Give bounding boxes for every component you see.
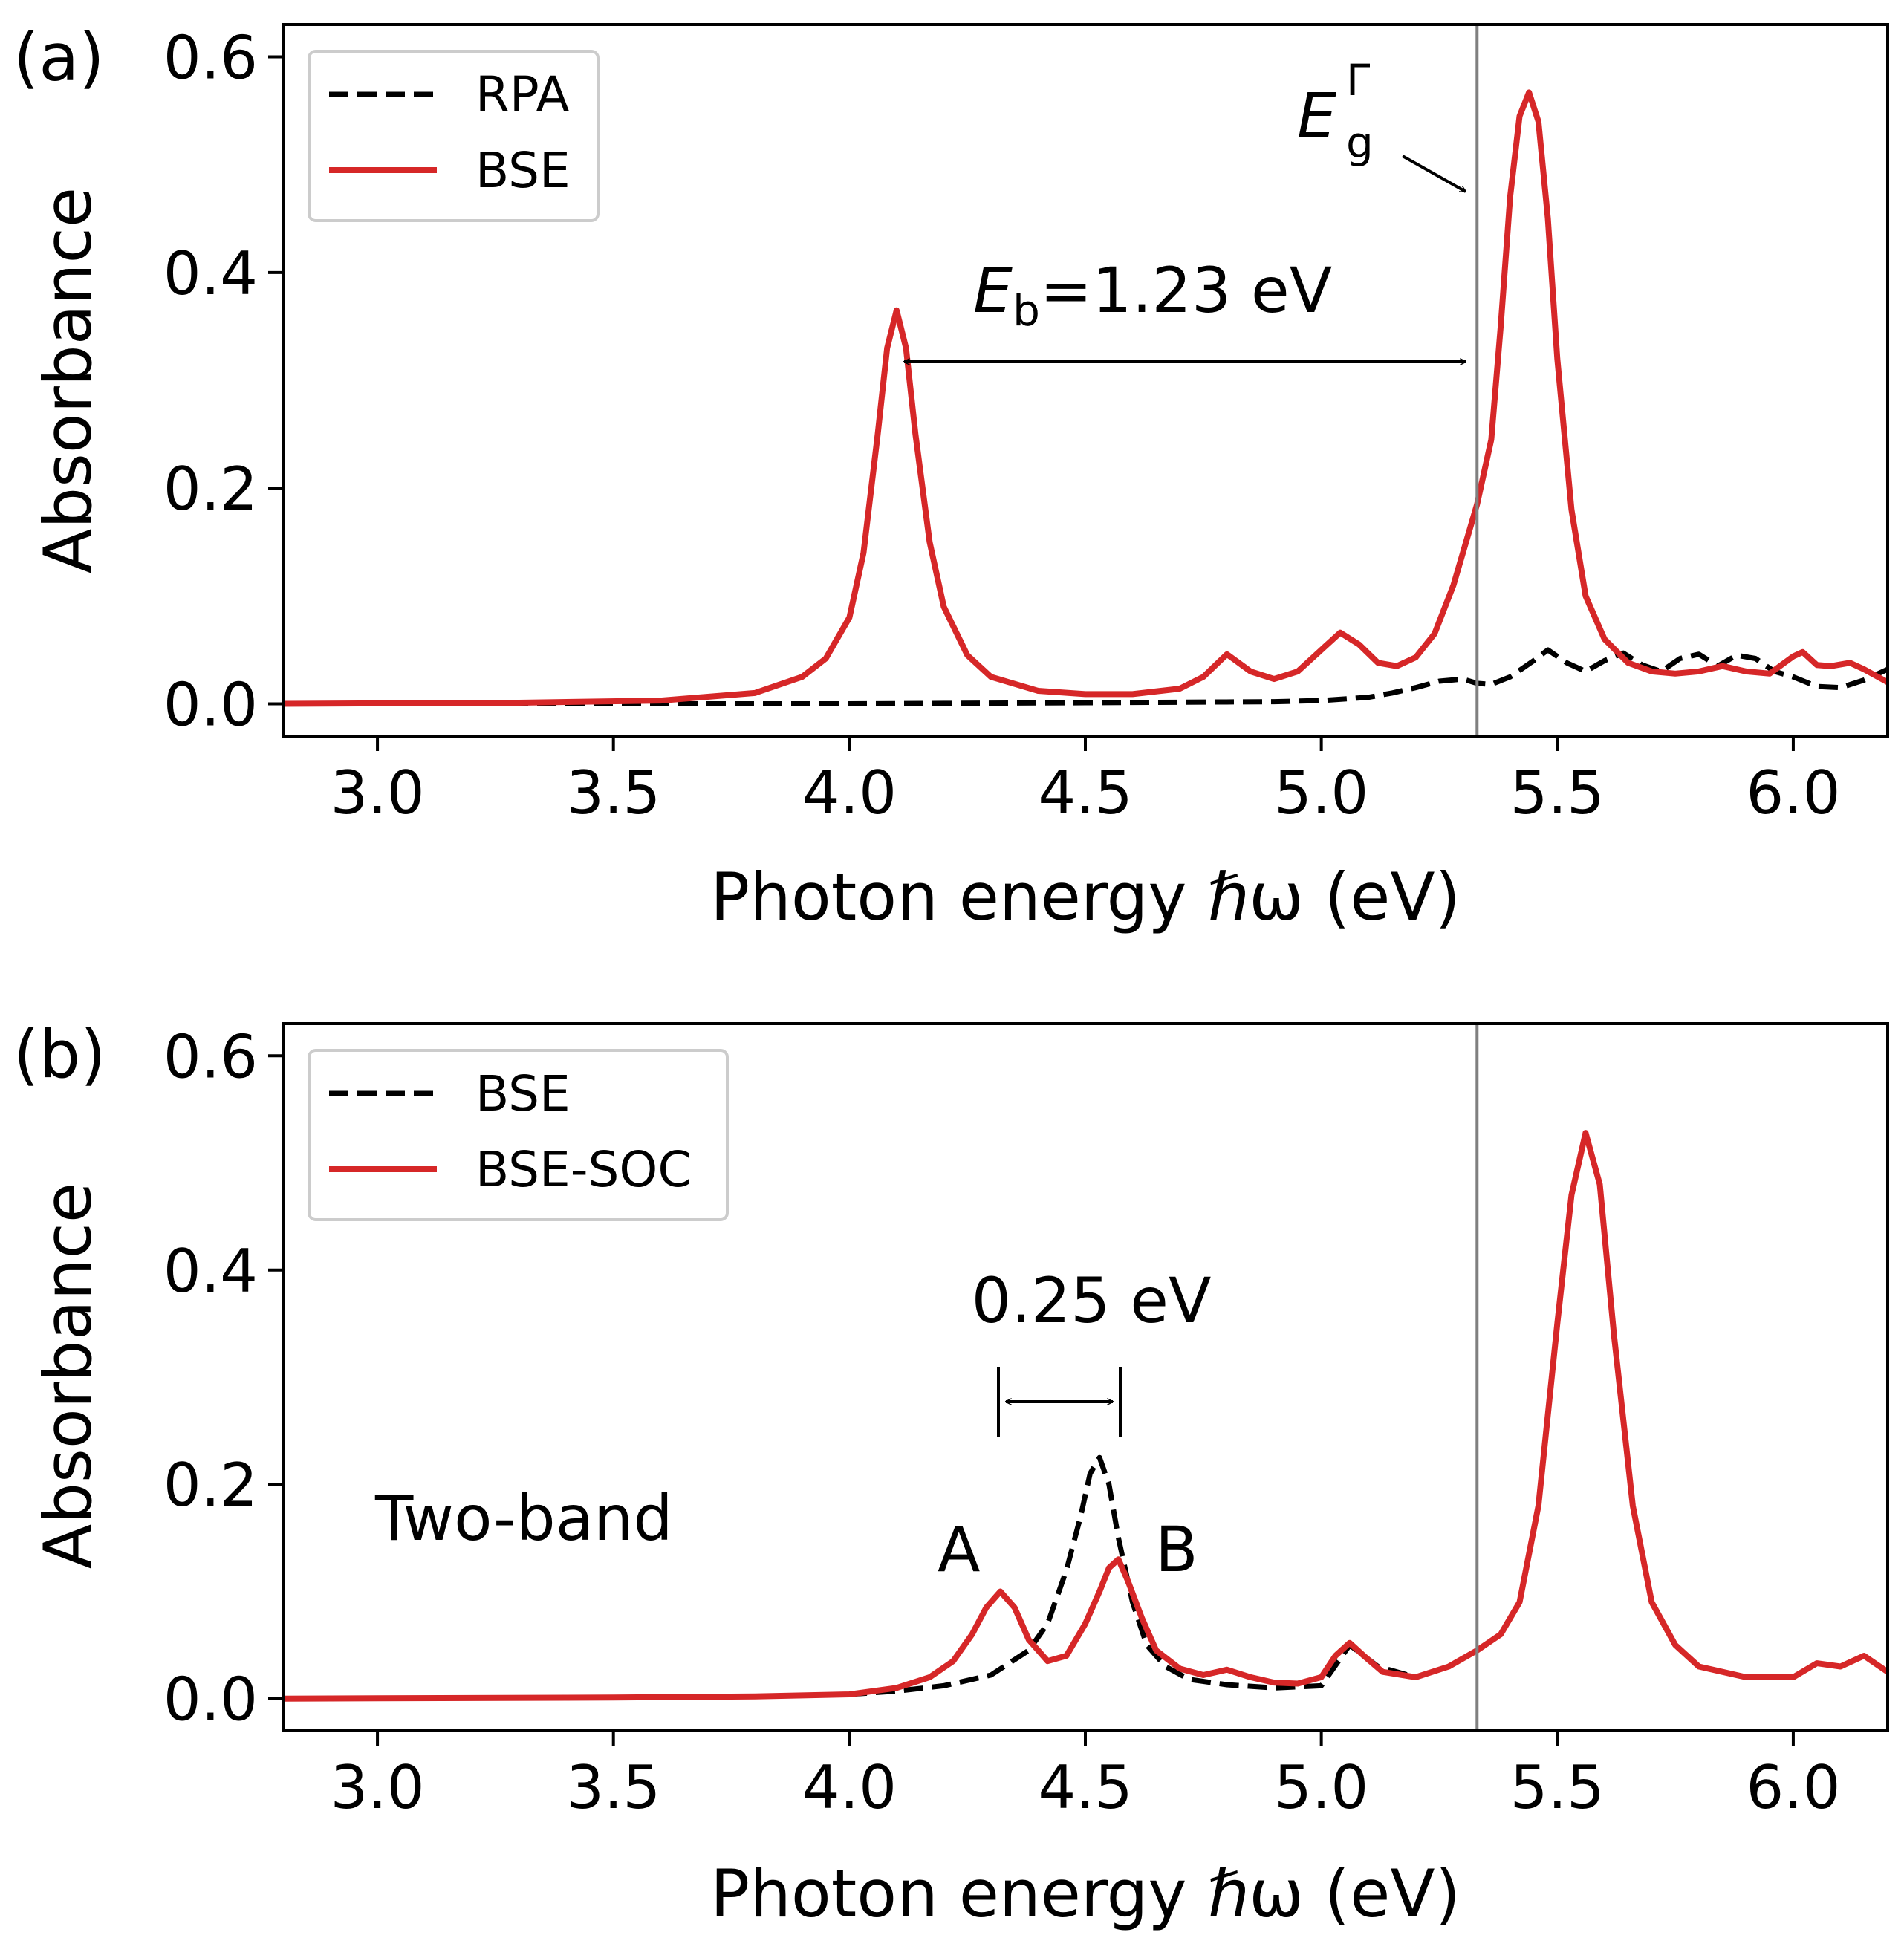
panel-a-legend-label-rpa: RPA: [475, 66, 570, 123]
panel-b-series-line-bse-soc: [282, 1130, 1890, 1702]
x-tick-label: 3.5: [566, 758, 660, 827]
x-tick-label: 4.5: [1038, 1753, 1132, 1822]
x-tick-label: 5.5: [1510, 758, 1605, 827]
panel-a-x-axis-label: Photon energy ℏω (eV): [710, 859, 1461, 935]
splitting-annotation: 0.25 eV: [972, 1264, 1212, 1437]
panel-a-legend-box: [308, 50, 600, 222]
x-tick-label: 5.5: [1510, 1753, 1605, 1822]
panel-b-legend-box: [308, 1049, 729, 1221]
panel-b-plot: 3.0 3.5 4.0 4.5 5.0 5.5 6.0 0.0 0.2 0.4 0.6: [163, 1022, 1890, 1822]
band-gap-arrow: [1402, 155, 1466, 193]
panel-a: (a) 3.0 3.5 4.0 4.5 5.0 5.5 6.0 0.0 0.2 0.4 0.6 P…: [13, 19, 1889, 935]
band-gap-subscript: g: [1346, 117, 1374, 168]
panel-a-series: [282, 89, 1889, 707]
panel-a-legend: RPA BSE: [308, 50, 600, 222]
x-tick-label: 4.0: [802, 1753, 897, 1822]
band-gap-annotation: E g Γ: [1297, 55, 1466, 193]
x-tick-label: 6.0: [1746, 1753, 1840, 1822]
x-tick-label: 4.0: [802, 758, 897, 827]
y-tick-label: 0.6: [163, 1022, 258, 1091]
splitting-label: 0.25 eV: [972, 1264, 1212, 1337]
x-tick-label: 5.0: [1274, 758, 1368, 827]
x-tick-label: 6.0: [1746, 758, 1840, 827]
x-tick-label: 4.5: [1038, 758, 1132, 827]
panel-b-series: [282, 1130, 1890, 1702]
x-tick-label: 3.0: [330, 758, 424, 827]
y-tick-label: 0.2: [163, 455, 258, 524]
y-tick-label: 0.0: [163, 670, 258, 739]
panel-b-legend-label-bse-soc: BSE-SOC: [475, 1141, 692, 1198]
y-tick-label: 0.0: [163, 1665, 258, 1734]
peak-a-label: A: [938, 1513, 980, 1586]
panel-b-y-axis-label: Absorbance: [30, 1183, 106, 1569]
binding-energy-subscript: b: [1013, 285, 1040, 336]
panel-b-label: (b): [13, 1016, 106, 1093]
panel-a-legend-label-bse: BSE: [475, 142, 571, 199]
panel-b-legend-label-bse: BSE: [475, 1065, 571, 1122]
panel-b-y-ticks: 0.0 0.2 0.4 0.6: [163, 1022, 283, 1734]
x-tick-label: 3.0: [330, 1753, 424, 1822]
panel-b-x-axis-label: Photon energy ℏω (eV): [710, 1856, 1461, 1932]
y-tick-label: 0.4: [163, 239, 258, 308]
band-gap-superscript: Γ: [1346, 55, 1370, 105]
panel-b-x-ticks: 3.0 3.5 4.0 4.5 5.0 5.5 6.0: [330, 1731, 1841, 1822]
y-tick-label: 0.6: [163, 24, 258, 93]
binding-energy-symbol: E: [973, 254, 1013, 327]
x-tick-label: 3.5: [566, 1753, 660, 1822]
panel-a-y-ticks: 0.0 0.2 0.4 0.6: [163, 24, 283, 739]
binding-energy-annotation: Eb=1.23 eV: [904, 254, 1466, 362]
panel-a-plot: 3.0 3.5 4.0 4.5 5.0 5.5 6.0 0.0 0.2 0.4 0.6: [163, 23, 1889, 827]
panel-a-y-axis-label: Absorbance: [30, 187, 106, 573]
panel-a-x-ticks: 3.0 3.5 4.0 4.5 5.0 5.5 6.0: [330, 736, 1841, 827]
panel-b-legend: BSE BSE-SOC: [308, 1049, 729, 1221]
y-tick-label: 0.4: [163, 1237, 258, 1306]
peak-b-label: B: [1155, 1513, 1198, 1586]
two-band-label: Two-band: [374, 1482, 673, 1555]
binding-energy-value: =1.23 eV: [1040, 254, 1332, 327]
panel-b: (b) 3.0 3.5 4.0 4.5 5.0 5.5 6.0 0.0 0.2 0.4 0.6 P…: [13, 1016, 1890, 1932]
y-tick-label: 0.2: [163, 1451, 258, 1520]
panel-a-label: (a): [13, 19, 105, 96]
binding-energy-label: Eb=1.23 eV: [973, 254, 1332, 336]
band-gap-symbol: E: [1297, 79, 1336, 152]
x-tick-label: 5.0: [1274, 1753, 1368, 1822]
panel-a-series-line-bse: [282, 89, 1889, 707]
